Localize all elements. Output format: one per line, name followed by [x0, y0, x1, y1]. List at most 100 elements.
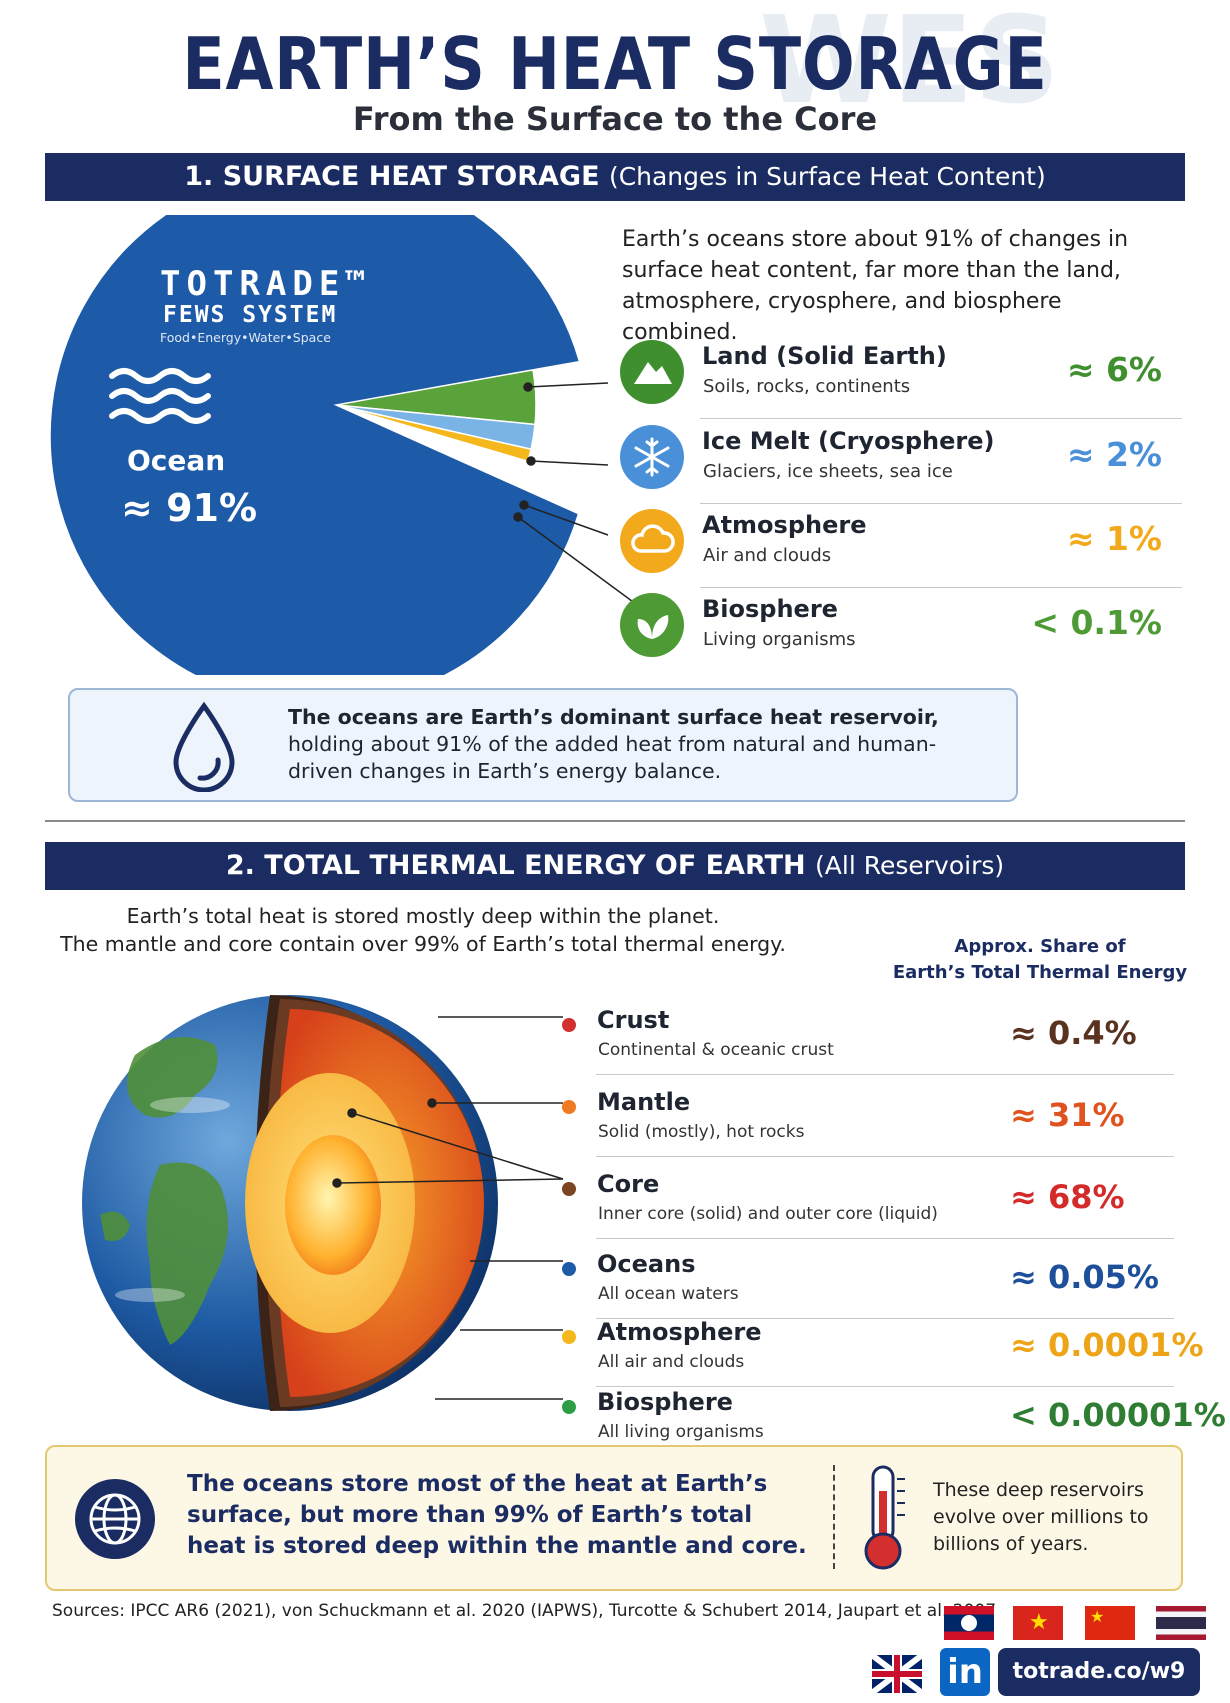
reservoir-subtitle: Inner core (solid) and outer core (liqui… — [598, 1204, 938, 1224]
surface-item-title: Ice Melt (Cryosphere) — [702, 427, 995, 455]
reservoir-subtitle: Continental & oceanic crust — [598, 1040, 834, 1060]
pie-ocean-label: Ocean — [127, 444, 226, 477]
row-divider — [700, 587, 1182, 588]
reservoir-subtitle: All air and clouds — [598, 1352, 745, 1372]
surface-heat-pie-chart — [49, 215, 641, 675]
globe-icon — [75, 1479, 155, 1559]
row-divider — [596, 1156, 1174, 1157]
reservoir-title: Atmosphere — [597, 1318, 762, 1346]
section1-banner-main: 1. SURFACE HEAT STORAGE — [184, 161, 600, 192]
watermark: WES — [759, 0, 1060, 131]
reservoir-subtitle: Solid (mostly), hot rocks — [598, 1122, 805, 1142]
layer-dot-icon — [562, 1182, 576, 1196]
reservoir-percent: ≈ 31% — [1010, 1096, 1125, 1134]
section1-banner: 1. SURFACE HEAT STORAGE (Changes in Surf… — [45, 153, 1185, 201]
uk-flag-icon[interactable] — [872, 1655, 922, 1693]
reservoir-title: Mantle — [597, 1088, 691, 1116]
surface-item-percent: ≈ 6% — [1066, 350, 1162, 389]
totrade-logo-tagline: Food•Energy•Water•Space — [160, 330, 331, 345]
leader-core-a — [351, 1112, 564, 1180]
layer-dot-icon — [562, 1330, 576, 1344]
surface-item-title: Atmosphere — [702, 511, 867, 539]
surface-item-title: Land (Solid Earth) — [702, 342, 947, 370]
vietnam-flag-icon[interactable]: ★ — [1013, 1606, 1063, 1640]
leader-dot-ice — [526, 456, 536, 466]
totrade-logo-name: TOTRADE™ — [160, 264, 372, 304]
share-header: Approx. Share of Earth’s Total Thermal E… — [880, 934, 1200, 986]
surface-item-title: Biosphere — [702, 595, 838, 623]
cloud-icon — [620, 509, 684, 573]
surface-item-subtitle: Glaciers, ice sheets, sea ice — [703, 461, 953, 482]
reservoir-percent: ≈ 0.4% — [1010, 1014, 1137, 1052]
row-divider — [596, 1238, 1174, 1239]
layer-dot-icon — [562, 1100, 576, 1114]
row-divider — [700, 503, 1182, 504]
mountain-icon — [620, 340, 684, 404]
linkedin-icon[interactable]: in — [940, 1648, 990, 1696]
reservoir-title: Oceans — [597, 1250, 696, 1278]
leader-line-biosphere — [517, 516, 641, 608]
row-divider — [596, 1074, 1174, 1075]
thermometer-icon — [864, 1465, 905, 1570]
leader-dot-atmosphere — [519, 500, 529, 510]
sources: Sources: IPCC AR6 (2021), von Schuckmann… — [52, 1601, 997, 1621]
share-header-line2: Earth’s Total Thermal Energy — [892, 962, 1188, 983]
ocean-callout: The oceans are Earth’s dominant surface … — [68, 688, 1018, 802]
section2-banner-paren: (All Reservoirs) — [815, 851, 1005, 880]
reservoir-percent: < 0.00001% — [1010, 1396, 1226, 1434]
ocean-callout-rest: holding about 91% of the added heat from… — [288, 732, 937, 783]
section2-banner-main: 2. TOTAL THERMAL ENERGY OF EARTH — [225, 850, 806, 881]
surface-item-percent: < 0.1% — [1031, 603, 1162, 642]
laos-flag-icon[interactable] — [944, 1606, 994, 1640]
reservoir-percent: ≈ 0.0001% — [1010, 1326, 1204, 1364]
reservoir-subtitle: All ocean waters — [598, 1284, 739, 1304]
share-header-line1: Approx. Share of — [954, 936, 1126, 957]
ocean-callout-text: The oceans are Earth’s dominant surface … — [288, 704, 988, 785]
reservoir-title: Biosphere — [597, 1388, 733, 1416]
leader-line-land — [527, 382, 609, 388]
leader-line-atmosphere — [523, 504, 609, 536]
ocean-callout-bold: The oceans are Earth’s dominant surface … — [288, 705, 939, 729]
row-divider — [596, 1386, 1174, 1387]
website-link[interactable]: totrade.co/w9 — [998, 1648, 1200, 1696]
surface-item-subtitle: Soils, rocks, continents — [703, 376, 911, 397]
summary-main-text: The oceans store most of the heat at Ear… — [187, 1471, 807, 1559]
leader-dot-biosphere — [513, 512, 523, 522]
leader-core-b — [336, 1178, 564, 1184]
surface-item-percent: ≈ 2% — [1066, 435, 1162, 474]
pie-ocean-value: ≈ 91% — [121, 486, 258, 530]
surface-item-subtitle: Living organisms — [703, 629, 856, 650]
section2-intro-line1: Earth’s total heat is stored mostly deep… — [126, 904, 720, 928]
surface-item-subtitle: Air and clouds — [703, 545, 832, 566]
summary-box: The oceans store most of the heat at Ear… — [45, 1445, 1183, 1591]
summary-divider — [833, 1465, 836, 1569]
thailand-flag-icon[interactable] — [1156, 1606, 1206, 1640]
surface-item-percent: ≈ 1% — [1066, 519, 1162, 558]
clouds — [115, 1097, 230, 1302]
section1-banner-paren: (Changes in Surface Heat Content) — [608, 162, 1046, 191]
section2-intro: Earth’s total heat is stored mostly deep… — [0, 902, 846, 958]
section1-intro: Earth’s oceans store about 91% of change… — [622, 227, 1129, 345]
china-flag-icon[interactable]: ★ — [1085, 1606, 1135, 1640]
section2-intro-line2: The mantle and core contain over 99% of … — [60, 932, 786, 956]
reservoir-percent: ≈ 0.05% — [1010, 1258, 1159, 1296]
continents — [100, 1037, 228, 1345]
reservoir-subtitle: All living organisms — [598, 1422, 764, 1442]
water-drop-icon — [173, 701, 235, 792]
earth-cross-section — [82, 995, 564, 1411]
layer-dot-icon — [562, 1400, 576, 1414]
section2-banner: 2. TOTAL THERMAL ENERGY OF EARTH (All Re… — [45, 842, 1185, 890]
leaf-icon — [620, 593, 684, 657]
layer-dot-icon — [562, 1018, 576, 1032]
layer-dot-icon — [562, 1262, 576, 1276]
summary-side-text: These deep reservoirs evolve over millio… — [933, 1479, 1149, 1555]
leader-dot-land — [523, 382, 533, 392]
snowflake-icon — [620, 425, 684, 489]
waves-icon — [109, 368, 211, 424]
page-title: EARTH’S HEAT STORAGE — [182, 22, 1048, 106]
section-divider — [45, 820, 1185, 822]
row-divider — [596, 1318, 1174, 1319]
pie-slice-ocean — [49, 215, 581, 675]
reservoir-title: Core — [597, 1170, 660, 1198]
reservoir-percent: ≈ 68% — [1010, 1178, 1125, 1216]
